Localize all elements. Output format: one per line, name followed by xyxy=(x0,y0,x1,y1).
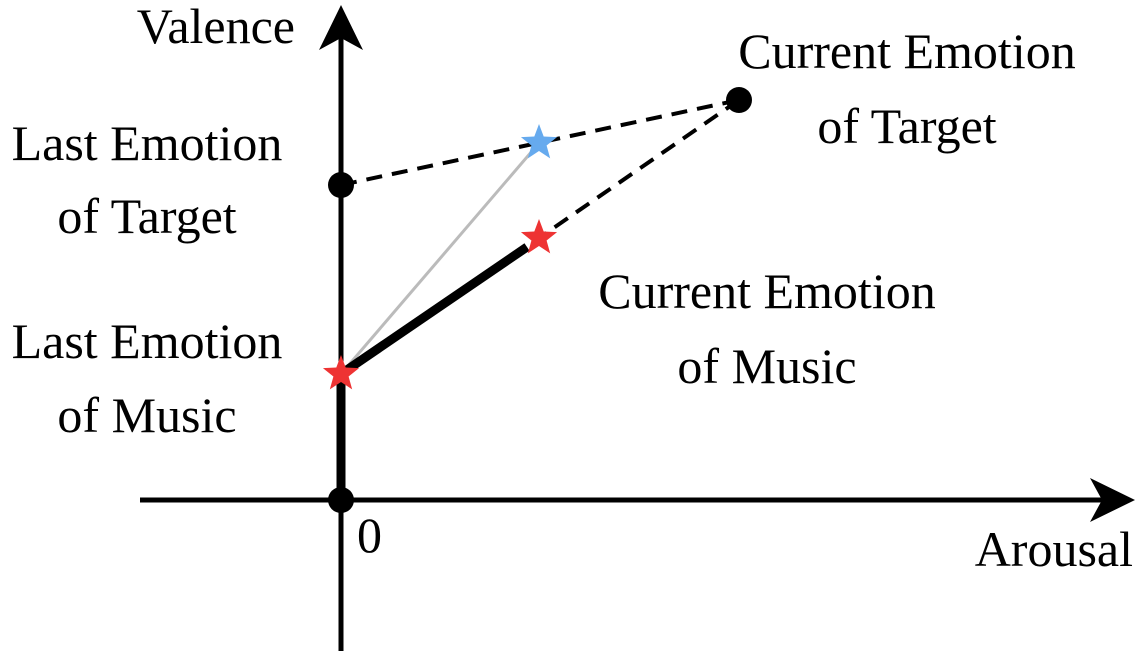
last-music-star-icon xyxy=(322,355,360,390)
origin-label: 0 xyxy=(357,507,382,563)
points xyxy=(322,87,752,513)
current-target-point xyxy=(726,87,752,113)
target-to-alt-dashed xyxy=(340,98,740,187)
current-target-label-line1: Current Emotion xyxy=(738,23,1075,79)
current-music-label-line1: Current Emotion xyxy=(598,263,935,319)
y-axis-label: Valence xyxy=(137,0,295,54)
last-target-label-line1: Last Emotion xyxy=(12,115,283,171)
x-axis-arrow xyxy=(1090,478,1135,522)
emotion-paths xyxy=(336,98,741,500)
last-music-label-line2: of Music xyxy=(57,387,236,443)
current-target-label-line2: of Target xyxy=(817,98,996,154)
music-path-line xyxy=(338,243,530,378)
current-music-star-icon xyxy=(520,219,558,254)
axes xyxy=(140,5,1135,651)
x-axis-label: Arousal xyxy=(975,521,1133,577)
current-music-label-line2: of Music xyxy=(677,338,856,394)
last-target-label-line2: of Target xyxy=(57,188,236,244)
alt-star-icon xyxy=(520,124,558,159)
alt-path-line xyxy=(339,142,541,375)
origin-point xyxy=(328,487,354,513)
last-music-label-line1: Last Emotion xyxy=(12,313,283,369)
target-to-music-dashed xyxy=(537,98,741,240)
last-target-point xyxy=(328,172,354,198)
y-axis-arrow xyxy=(319,5,363,50)
